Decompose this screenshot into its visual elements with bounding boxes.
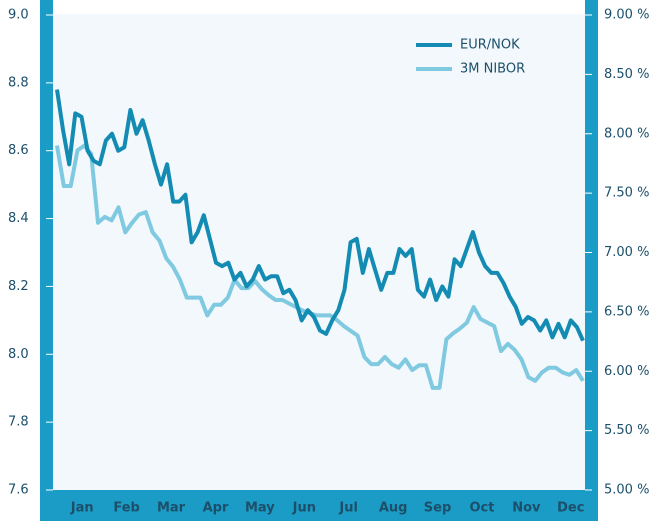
right-axis-bar [585,0,598,521]
x-tick-label: Aug [379,501,408,516]
y2-tick-label: 8.00 % [604,126,649,141]
x-tick-label: Jul [338,501,358,516]
y2-tick-label: 6.50 % [604,304,649,319]
series-line [55,89,585,342]
x-tick-label: Oct [469,501,494,516]
y-tick-label: 8.0 [8,347,29,362]
y2-tick-label: 7.00 % [604,245,649,260]
x-tick-label: Nov [512,501,541,516]
y-tick-label: 7.6 [8,483,29,498]
x-tick-label: Jan [70,501,94,516]
y2-tick-label: 5.00 % [604,483,649,498]
x-tick-label: Jun [292,501,316,516]
x-tick-label: Mar [157,501,186,516]
left-axis-bar [40,0,53,521]
y2-tick-label: 6.00 % [604,364,649,379]
y2-tick-label: 7.50 % [604,186,649,201]
series-line [55,143,585,390]
legend-label: 3M NIBOR [460,62,525,77]
x-axis-bar [40,490,598,521]
y-tick-label: 7.8 [8,415,29,430]
y2-tick-label: 9.00 % [604,8,649,23]
y-tick-label: 8.6 [8,143,29,158]
x-tick-label: Dec [557,501,584,516]
y-tick-label: 8.2 [8,279,29,294]
y-tick-label: 8.4 [8,211,29,226]
plot-area [52,14,585,490]
x-tick-label: Apr [203,501,229,516]
y2-tick-label: 8.50 % [604,67,649,82]
y-tick-label: 9.0 [8,8,29,23]
x-tick-label: Feb [113,501,139,516]
x-tick-label: May [245,501,275,516]
y2-tick-label: 5.50 % [604,423,649,438]
x-tick-label: Sep [424,501,452,516]
y-tick-label: 8.8 [8,75,29,90]
legend-label: EUR/NOK [460,38,520,53]
